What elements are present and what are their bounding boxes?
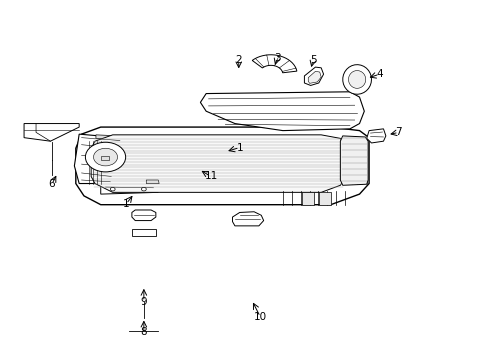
Circle shape: [93, 148, 117, 166]
Text: 6: 6: [48, 179, 55, 189]
Polygon shape: [348, 71, 365, 88]
Text: 4: 4: [376, 69, 382, 79]
Text: 9: 9: [140, 297, 147, 307]
Text: 3: 3: [273, 53, 280, 63]
Polygon shape: [366, 129, 385, 143]
Polygon shape: [200, 92, 364, 131]
Polygon shape: [302, 192, 313, 205]
Circle shape: [85, 142, 125, 172]
Polygon shape: [76, 127, 368, 205]
Polygon shape: [318, 192, 330, 205]
Polygon shape: [232, 212, 263, 226]
Polygon shape: [340, 136, 367, 185]
Polygon shape: [307, 71, 321, 83]
Polygon shape: [252, 55, 296, 73]
Polygon shape: [156, 166, 163, 187]
Polygon shape: [74, 134, 124, 184]
Text: 1: 1: [122, 199, 129, 209]
Polygon shape: [96, 135, 120, 139]
Polygon shape: [342, 65, 371, 94]
Polygon shape: [160, 149, 194, 170]
Polygon shape: [132, 210, 156, 221]
Polygon shape: [101, 156, 109, 159]
Polygon shape: [191, 166, 199, 187]
Polygon shape: [24, 123, 79, 141]
Text: 5: 5: [309, 55, 316, 65]
Polygon shape: [172, 177, 182, 190]
Text: 10: 10: [253, 312, 266, 322]
Text: 7: 7: [395, 127, 401, 138]
Polygon shape: [132, 229, 156, 237]
Text: 2: 2: [235, 55, 242, 65]
Circle shape: [110, 188, 115, 191]
Polygon shape: [153, 145, 201, 178]
Polygon shape: [146, 180, 159, 184]
Circle shape: [141, 188, 146, 191]
Text: 8: 8: [140, 327, 147, 337]
Polygon shape: [91, 135, 345, 192]
Text: 11: 11: [204, 171, 217, 181]
Polygon shape: [101, 184, 158, 194]
Polygon shape: [304, 67, 323, 85]
Text: 1: 1: [236, 143, 243, 153]
